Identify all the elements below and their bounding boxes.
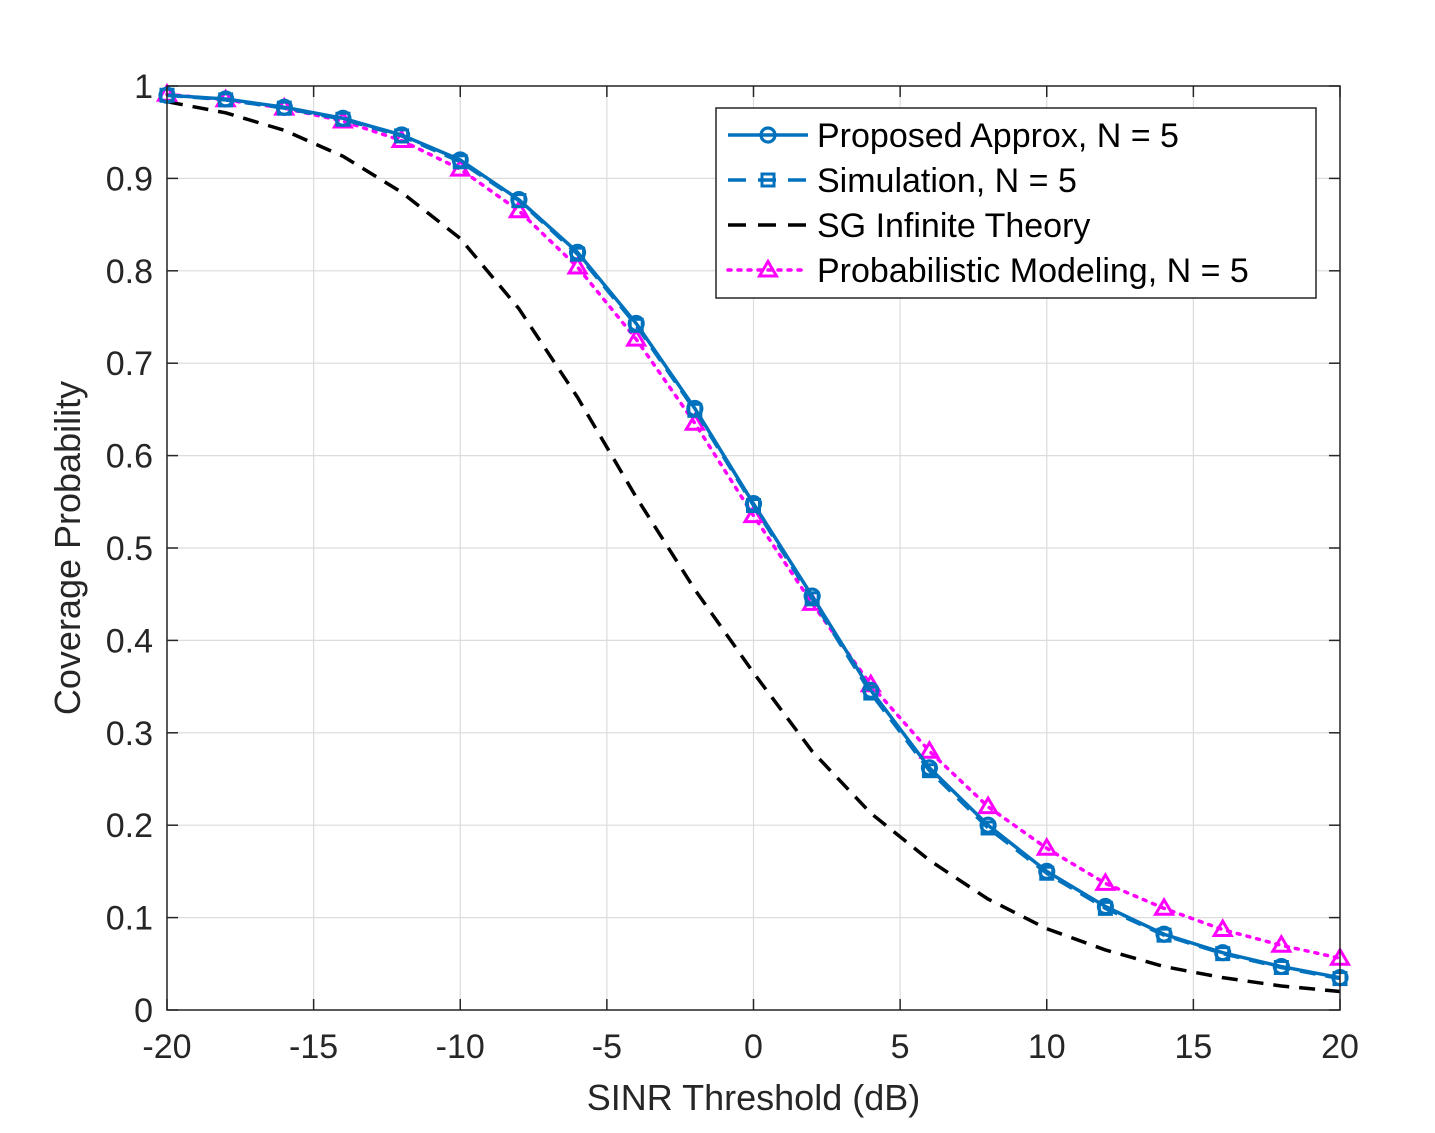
x-tick-label: 20 [1321, 1028, 1359, 1066]
data-point [744, 495, 763, 513]
data-point [217, 90, 235, 108]
legend-label: SG Infinite Theory [817, 207, 1090, 245]
legend-entry: Probabilistic Modeling, N = 5 [726, 252, 1249, 290]
series-0 [158, 86, 1349, 987]
x-tick-label: -5 [592, 1028, 622, 1066]
y-tick-label: 0.2 [106, 807, 153, 845]
y-tick-label: 0.4 [106, 622, 153, 660]
data-point [393, 126, 411, 144]
data-point [1038, 862, 1056, 881]
y-tick-label: 0.8 [106, 253, 153, 291]
data-point [510, 191, 528, 209]
x-tick-label: 0 [744, 1028, 763, 1066]
y-tick-label: 0 [134, 992, 153, 1030]
axis-ticks: -20 -15 -10 -5 0 5 10 15 20 0 0.1 0.2 0.3 0.4 0.5 0.6 0.… [106, 68, 1359, 1066]
x-axis-label: SINR Threshold (dB) [587, 1077, 920, 1118]
data-point [1211, 918, 1234, 938]
legend-label: Proposed Approx, N = 5 [817, 117, 1179, 155]
data-point [1155, 925, 1173, 943]
legend-label: Simulation, N = 5 [817, 162, 1077, 200]
data-point [918, 739, 941, 759]
data-point [451, 151, 469, 169]
data-point [1152, 896, 1176, 916]
x-tick-label: 5 [891, 1028, 910, 1066]
data-point [979, 816, 997, 834]
y-tick-label: 0.3 [106, 715, 153, 753]
data-point [686, 399, 704, 418]
data-point [976, 795, 1000, 815]
series-layer [155, 82, 1352, 994]
data-point [1096, 897, 1115, 916]
y-axis-label: Coverage Probability [47, 381, 88, 715]
data-point [334, 109, 352, 127]
y-tick-label: 0.7 [106, 345, 153, 383]
data-point [1270, 933, 1293, 953]
data-point [803, 587, 821, 605]
y-tick-label: 0.5 [106, 530, 153, 568]
legend: Proposed Approx, N = 5 Simulation, N = 5 S… [715, 107, 1317, 299]
legend-entry: Simulation, N = 5 [728, 162, 1077, 200]
legend-box [715, 107, 1317, 299]
x-tick-label: 10 [1028, 1028, 1066, 1066]
x-tick-label: 15 [1174, 1028, 1212, 1066]
data-point [275, 98, 293, 116]
data-point [625, 327, 648, 347]
data-point [683, 411, 706, 431]
data-point [1272, 957, 1290, 976]
x-tick-label: -15 [289, 1028, 338, 1066]
y-tick-label: 1 [134, 68, 153, 106]
y-tick-label: 0.1 [106, 900, 153, 938]
legend-entry: Proposed Approx, N = 5 [728, 117, 1179, 155]
data-point [1035, 836, 1058, 856]
data-point [1094, 871, 1117, 891]
legend-marker [760, 172, 776, 188]
data-point [627, 314, 645, 333]
y-tick-label: 0.9 [106, 160, 153, 198]
data-point [862, 681, 880, 699]
legend-label: Probabilistic Modeling, N = 5 [817, 252, 1249, 290]
data-point [507, 199, 531, 219]
data-point [568, 243, 587, 261]
y-tick-label: 0.6 [106, 438, 153, 476]
legend-entry: SG Infinite Theory [728, 207, 1090, 245]
data-point [920, 759, 939, 777]
x-tick-label: -10 [436, 1028, 485, 1066]
series-line [166, 93, 1341, 980]
x-tick-label: -20 [142, 1028, 191, 1066]
legend-marker [756, 258, 780, 278]
data-point [1214, 944, 1232, 962]
series-line [165, 92, 1342, 961]
data-point [566, 255, 589, 275]
legend-marker [759, 126, 777, 144]
